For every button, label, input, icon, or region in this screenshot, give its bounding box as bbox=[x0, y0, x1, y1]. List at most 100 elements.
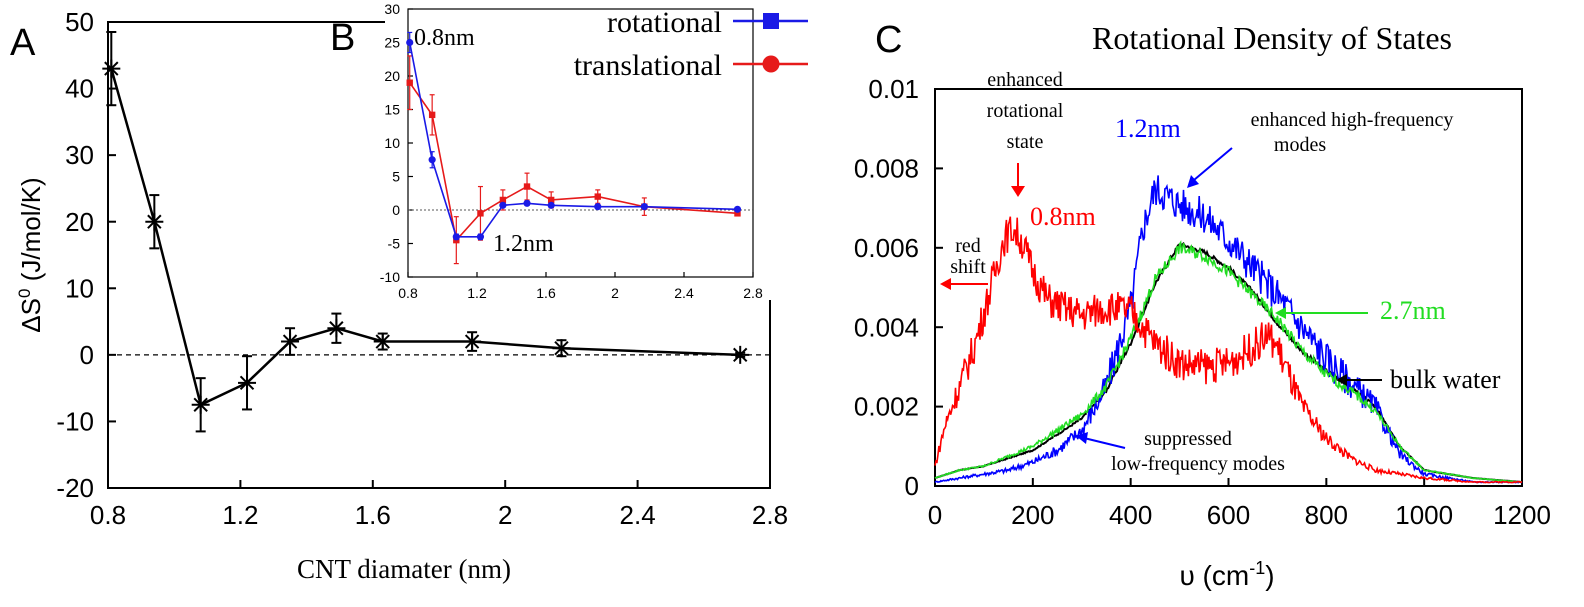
data-point-rotational bbox=[499, 201, 507, 209]
annotation-low-frequency-modes: low-frequency modes bbox=[1111, 453, 1285, 475]
legend-label-rotational: rotational bbox=[607, 6, 722, 39]
x-tick-label: 1200 bbox=[1493, 500, 1551, 530]
x-tick-label: 800 bbox=[1305, 500, 1348, 530]
series-line bbox=[110, 68, 741, 407]
annotation-1.2nm: 1.2nm bbox=[1115, 114, 1181, 143]
y-tick-label: 0.002 bbox=[854, 392, 919, 422]
panel-b-legend: rotational translational bbox=[574, 6, 808, 82]
x-tick-label: 1.6 bbox=[536, 285, 556, 301]
panel-a-y-label-sup: 0 bbox=[15, 289, 34, 298]
y-tick-label: 0 bbox=[80, 340, 94, 370]
panel-b-axes: 0.8 1.2 1.6 2 2.4 2.8 -10 -5 0 5 10 15 20 25 30 bbox=[380, 1, 763, 301]
annotation-suppressed: suppressed bbox=[1144, 428, 1232, 450]
panel-c-x-axis-label: υ (cm-1) bbox=[1179, 558, 1274, 591]
panel-a-series bbox=[102, 30, 750, 433]
data-point-marker bbox=[191, 395, 210, 414]
data-point-rotational bbox=[476, 233, 485, 241]
x-tick-label: 2.8 bbox=[743, 285, 763, 301]
panel-c-x-label-end: ) bbox=[1265, 560, 1274, 591]
annotation-2.7nm: 2.7nm bbox=[1380, 296, 1446, 325]
arrow-bulk-water-head bbox=[1336, 374, 1347, 386]
panel-b-annotation-0.8nm: 0.8nm bbox=[414, 25, 475, 51]
data-point-translational bbox=[547, 196, 555, 204]
y-tick-label: 0 bbox=[905, 471, 919, 501]
legend-marker-rotational bbox=[763, 13, 779, 29]
y-tick-label: -20 bbox=[56, 473, 94, 503]
data-point-rotational bbox=[406, 38, 414, 47]
series-line-0.8nm bbox=[934, 216, 1523, 484]
data-point-rotational bbox=[547, 201, 555, 209]
panel-c: C Rotational Density of States 0 200 400 60… bbox=[854, 19, 1551, 591]
arrow-red-shift-head bbox=[940, 278, 951, 290]
panel-b: B 0.8 1.2 1.6 2 2.4 2.8 -10 -5 0 5 10 15 20 25 30 0.8n… bbox=[330, 0, 808, 301]
y-tick-label: 15 bbox=[384, 101, 400, 117]
data-point-translational bbox=[477, 210, 484, 217]
data-point-translational bbox=[499, 196, 507, 204]
panel-c-x-label-sup: -1 bbox=[1249, 558, 1265, 578]
panel-a-y-axis-label: ΔS0 (J/mol/K) bbox=[15, 177, 46, 332]
x-tick-label: 1.6 bbox=[355, 500, 391, 530]
annotation-modes-high: modes bbox=[1274, 134, 1326, 156]
x-tick-label: 2 bbox=[498, 500, 512, 530]
y-tick-label: 50 bbox=[65, 7, 94, 37]
panel-c-axes: 0 200 400 600 800 1000 1200 0 0.002 0.004 0.006 0.0… bbox=[854, 74, 1551, 530]
panel-c-title: Rotational Density of States bbox=[1092, 20, 1452, 56]
y-tick-label: -10 bbox=[56, 407, 94, 437]
data-point-marker bbox=[552, 339, 571, 358]
y-tick-label: 10 bbox=[65, 273, 94, 303]
panel-c-annotations: enhanced rotational state red shift enha… bbox=[940, 69, 1501, 475]
panel-b-background bbox=[385, 0, 775, 300]
legend-marker-translational bbox=[762, 55, 780, 73]
x-tick-label: 2.4 bbox=[674, 285, 694, 301]
arrow-2.7nm-head bbox=[1275, 307, 1286, 319]
data-point-translational bbox=[734, 210, 741, 217]
arrow-low-frequency bbox=[1083, 437, 1126, 449]
data-point-marker bbox=[281, 332, 300, 351]
y-tick-label: 0 bbox=[392, 202, 400, 218]
data-point-translational bbox=[594, 193, 601, 200]
data-point-rotational bbox=[523, 199, 531, 207]
x-tick-label: 600 bbox=[1207, 500, 1250, 530]
annotation-state: state bbox=[1007, 131, 1044, 153]
x-tick-label: 2 bbox=[611, 285, 619, 301]
arrow-low-frequency-head bbox=[1076, 432, 1088, 444]
panel-b-annotation-1.2nm: 1.2nm bbox=[493, 231, 554, 257]
x-tick-label: 0.8 bbox=[398, 285, 418, 301]
data-point-marker bbox=[102, 59, 121, 78]
y-tick-label: 30 bbox=[65, 140, 94, 170]
x-tick-label: 2.8 bbox=[752, 500, 788, 530]
data-point-marker bbox=[327, 319, 346, 338]
y-tick-label: 0.01 bbox=[868, 74, 919, 104]
panel-c-series bbox=[934, 175, 1523, 484]
data-point-translational bbox=[523, 183, 531, 190]
x-tick-label: 400 bbox=[1109, 500, 1152, 530]
data-point-marker bbox=[463, 332, 482, 351]
x-tick-label: 0.8 bbox=[90, 500, 126, 530]
series-line-1.2nm bbox=[934, 175, 1523, 484]
panel-a-y-label-unit: (J/mol/K) bbox=[16, 177, 46, 288]
y-tick-label: 10 bbox=[384, 135, 400, 151]
panel-a-y-label-main: ΔS bbox=[16, 298, 46, 333]
x-tick-label: 1000 bbox=[1395, 500, 1453, 530]
y-tick-label: 0.006 bbox=[854, 233, 919, 263]
data-point-rotational bbox=[452, 233, 460, 241]
y-tick-label: 25 bbox=[384, 34, 400, 50]
legend-label-translational: translational bbox=[574, 49, 722, 82]
data-point-marker bbox=[373, 332, 392, 351]
data-point-marker bbox=[731, 345, 750, 364]
data-point-rotational bbox=[594, 203, 602, 211]
arrow-high-frequency-head bbox=[1187, 175, 1199, 188]
annotation-bulk-water: bulk water bbox=[1390, 365, 1501, 394]
annotation-red: red bbox=[955, 235, 981, 257]
y-tick-label: 30 bbox=[384, 1, 400, 17]
annotation-shift: shift bbox=[950, 256, 986, 278]
annotation-0.8nm: 0.8nm bbox=[1030, 202, 1096, 231]
x-tick-label: 1.2 bbox=[467, 285, 487, 301]
x-tick-label: 0 bbox=[928, 500, 942, 530]
panel-c-letter: C bbox=[875, 19, 902, 61]
arrow-rotational-state-head bbox=[1011, 186, 1025, 197]
y-tick-label: 40 bbox=[65, 74, 94, 104]
data-point-rotational bbox=[640, 203, 648, 211]
y-tick-label: 20 bbox=[384, 68, 400, 84]
